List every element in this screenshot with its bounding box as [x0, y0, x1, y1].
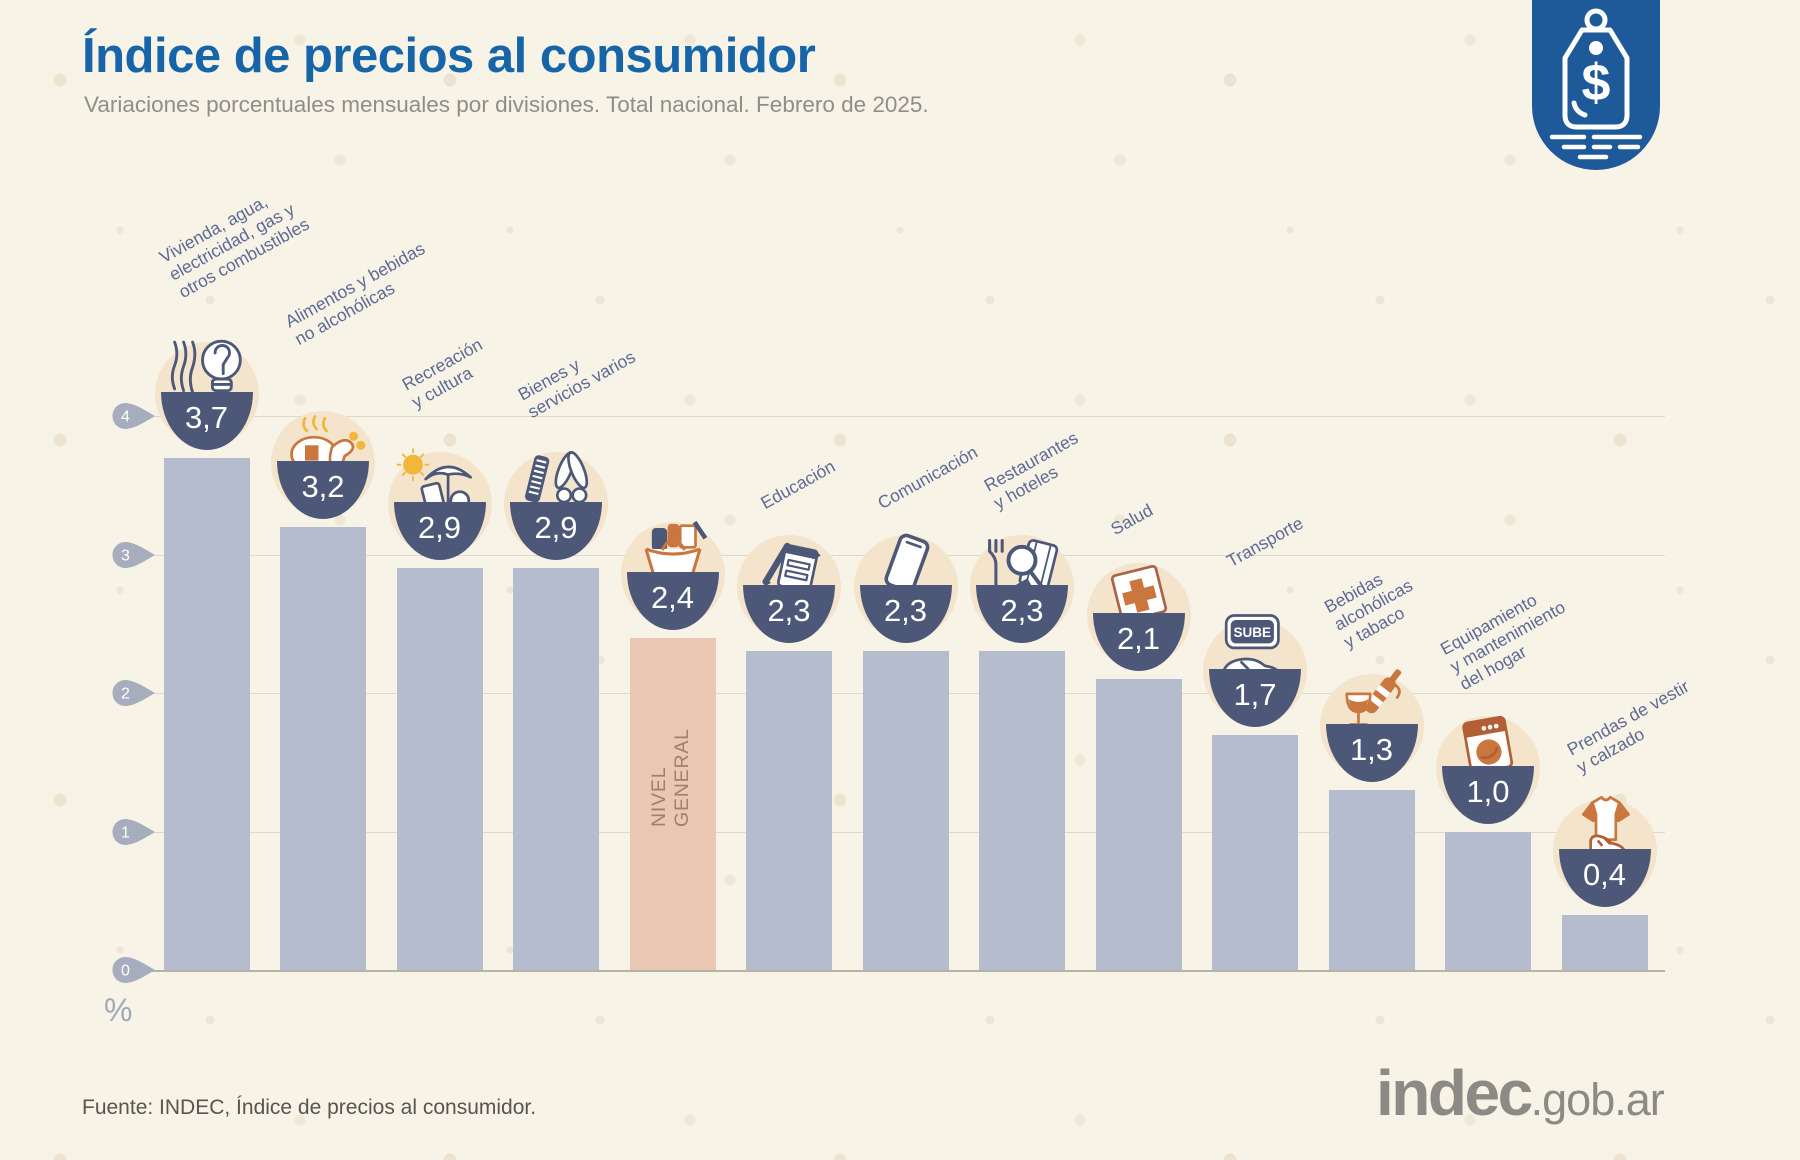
page-title: Índice de precios al consumidor [82, 29, 816, 83]
bar-shopping-basket [629, 637, 716, 970]
value-label-roast-chicken: 3,2 [277, 460, 369, 519]
badge-comb-scissors: 2,9 [504, 398, 608, 561]
y-axis-tick-2: 2 [111, 679, 157, 707]
page-subtitle: Variaciones porcentuales mensuales por d… [84, 92, 929, 117]
bar-bottle-wineglass [1328, 789, 1415, 970]
first-aid-kit-icon [1094, 547, 1184, 635]
bar-washing-machine [1445, 831, 1531, 970]
svg-text:1: 1 [121, 824, 130, 841]
badge-washing-machine: 1,0 [1436, 662, 1540, 824]
price-tag-logo: $ [1532, 0, 1660, 170]
bar-fork-magnifier-suitcase [979, 651, 1065, 970]
value-label-shopping-basket: 2,4 [626, 571, 719, 630]
value-label-comb-scissors: 2,9 [510, 502, 602, 561]
y-axis-tick-3: 3 [111, 541, 157, 569]
y-axis-tick-4: 4 [111, 402, 157, 430]
value-label-fork-magnifier-suitcase: 2,3 [976, 585, 1068, 644]
svg-text:2: 2 [121, 686, 130, 703]
badge-bottle-wineglass: 1,3 [1319, 620, 1424, 782]
y-axis-unit-label: % [104, 992, 133, 1028]
price-tag-dollar-icon: $ [1532, 8, 1660, 174]
badge-smartphone: 2,3 [853, 481, 958, 644]
bar-sun-umbrella [396, 568, 483, 970]
badge-roast-chicken: 3,2 [271, 357, 375, 519]
svg-text:4: 4 [121, 409, 130, 426]
gridline-y4 [150, 416, 1665, 417]
roast-chicken-icon [278, 395, 368, 483]
badge-notebook-pencil: 2,3 [737, 481, 841, 644]
x-axis-line [133, 970, 1665, 972]
value-label-bottle-wineglass: 1,3 [1325, 723, 1418, 782]
badge-sun-umbrella: 2,9 [387, 398, 492, 561]
value-label-washing-machine: 1,0 [1442, 765, 1534, 824]
svg-text:0: 0 [121, 963, 130, 980]
value-label-smartphone: 2,3 [859, 585, 952, 644]
badge-fork-magnifier-suitcase: 2,3 [970, 481, 1074, 644]
badge-tshirt-sneaker: 0,4 [1552, 745, 1657, 907]
y-axis-tick-1: 1 [111, 818, 157, 846]
bar-radiator-lightbulb [163, 457, 250, 970]
radiator-lightbulb-icon [162, 326, 252, 414]
bottle-wineglass-icon [1327, 658, 1417, 746]
bar-first-aid-kit [1095, 679, 1182, 970]
value-label-radiator-lightbulb: 3,7 [160, 391, 253, 450]
badge-first-aid-kit: 2,1 [1086, 509, 1191, 672]
badge-radiator-lightbulb: 3,7 [154, 288, 259, 450]
badge-shopping-basket: 2,4 [620, 468, 725, 630]
indec-logo-suffix: .gob.ar [1530, 1074, 1665, 1125]
category-label-radiator-lightbulb: Vivienda, agua, electricidad, gas y otro… [155, 190, 313, 302]
bar-sube-card-car [1212, 734, 1298, 970]
value-label-first-aid-kit: 2,1 [1092, 613, 1185, 672]
in-bar-label-nivel-general: NIVEL GENERAL [647, 728, 693, 827]
comb-scissors-icon [511, 436, 601, 524]
fork-magnifier-suitcase-icon [977, 519, 1067, 607]
bar-comb-scissors [513, 568, 599, 970]
indec-logo: indec.gob.ar [1376, 1056, 1665, 1130]
bar-roast-chicken [280, 526, 366, 970]
svg-text:3: 3 [121, 547, 130, 564]
category-label-sube-card-car: Transporte [1223, 512, 1307, 571]
value-label-sube-card-car: 1,7 [1209, 668, 1301, 727]
category-label-roast-chicken: Alimentos y bebidas no alcohólicas [281, 237, 429, 349]
y-axis-tick-0: 0 [111, 956, 157, 984]
value-label-tshirt-sneaker: 0,4 [1558, 848, 1651, 907]
indec-logo-text: indec [1376, 1057, 1533, 1129]
value-label-notebook-pencil: 2,3 [743, 585, 835, 644]
bar-notebook-pencil [746, 651, 832, 970]
washing-machine-icon [1443, 700, 1533, 788]
bar-smartphone [862, 651, 949, 970]
value-label-sun-umbrella: 2,9 [393, 502, 486, 561]
source-note: Fuente: INDEC, Índice de precios al cons… [82, 1096, 537, 1119]
bar-tshirt-sneaker [1561, 914, 1648, 970]
svg-text:$: $ [1582, 54, 1611, 112]
svg-text:SUBE: SUBE [1234, 625, 1272, 640]
badge-sube-card-car: SUBE 1,7 [1203, 565, 1307, 727]
